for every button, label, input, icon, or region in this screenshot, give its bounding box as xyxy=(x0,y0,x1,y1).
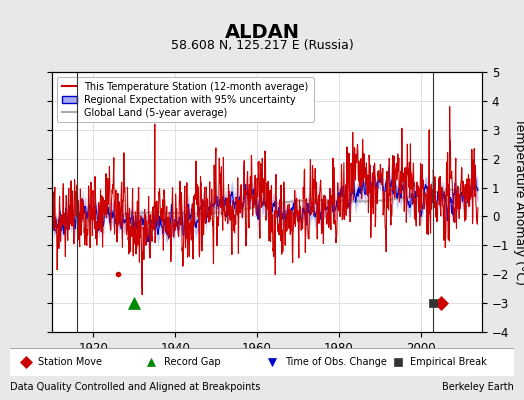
Text: Station Move: Station Move xyxy=(38,357,102,367)
Text: Time of Obs. Change: Time of Obs. Change xyxy=(285,357,387,367)
Text: ALDAN: ALDAN xyxy=(224,23,300,42)
Text: Record Gap: Record Gap xyxy=(164,357,221,367)
Y-axis label: Temperature Anomaly (°C): Temperature Anomaly (°C) xyxy=(513,118,524,286)
Text: Empirical Break: Empirical Break xyxy=(410,357,487,367)
Text: Data Quality Controlled and Aligned at Breakpoints: Data Quality Controlled and Aligned at B… xyxy=(10,382,261,392)
Text: Berkeley Earth: Berkeley Earth xyxy=(442,382,514,392)
Text: 58.608 N, 125.217 E (Russia): 58.608 N, 125.217 E (Russia) xyxy=(171,39,353,52)
FancyBboxPatch shape xyxy=(5,348,514,376)
Legend: This Temperature Station (12-month average), Regional Expectation with 95% uncer: This Temperature Station (12-month avera… xyxy=(57,77,313,122)
